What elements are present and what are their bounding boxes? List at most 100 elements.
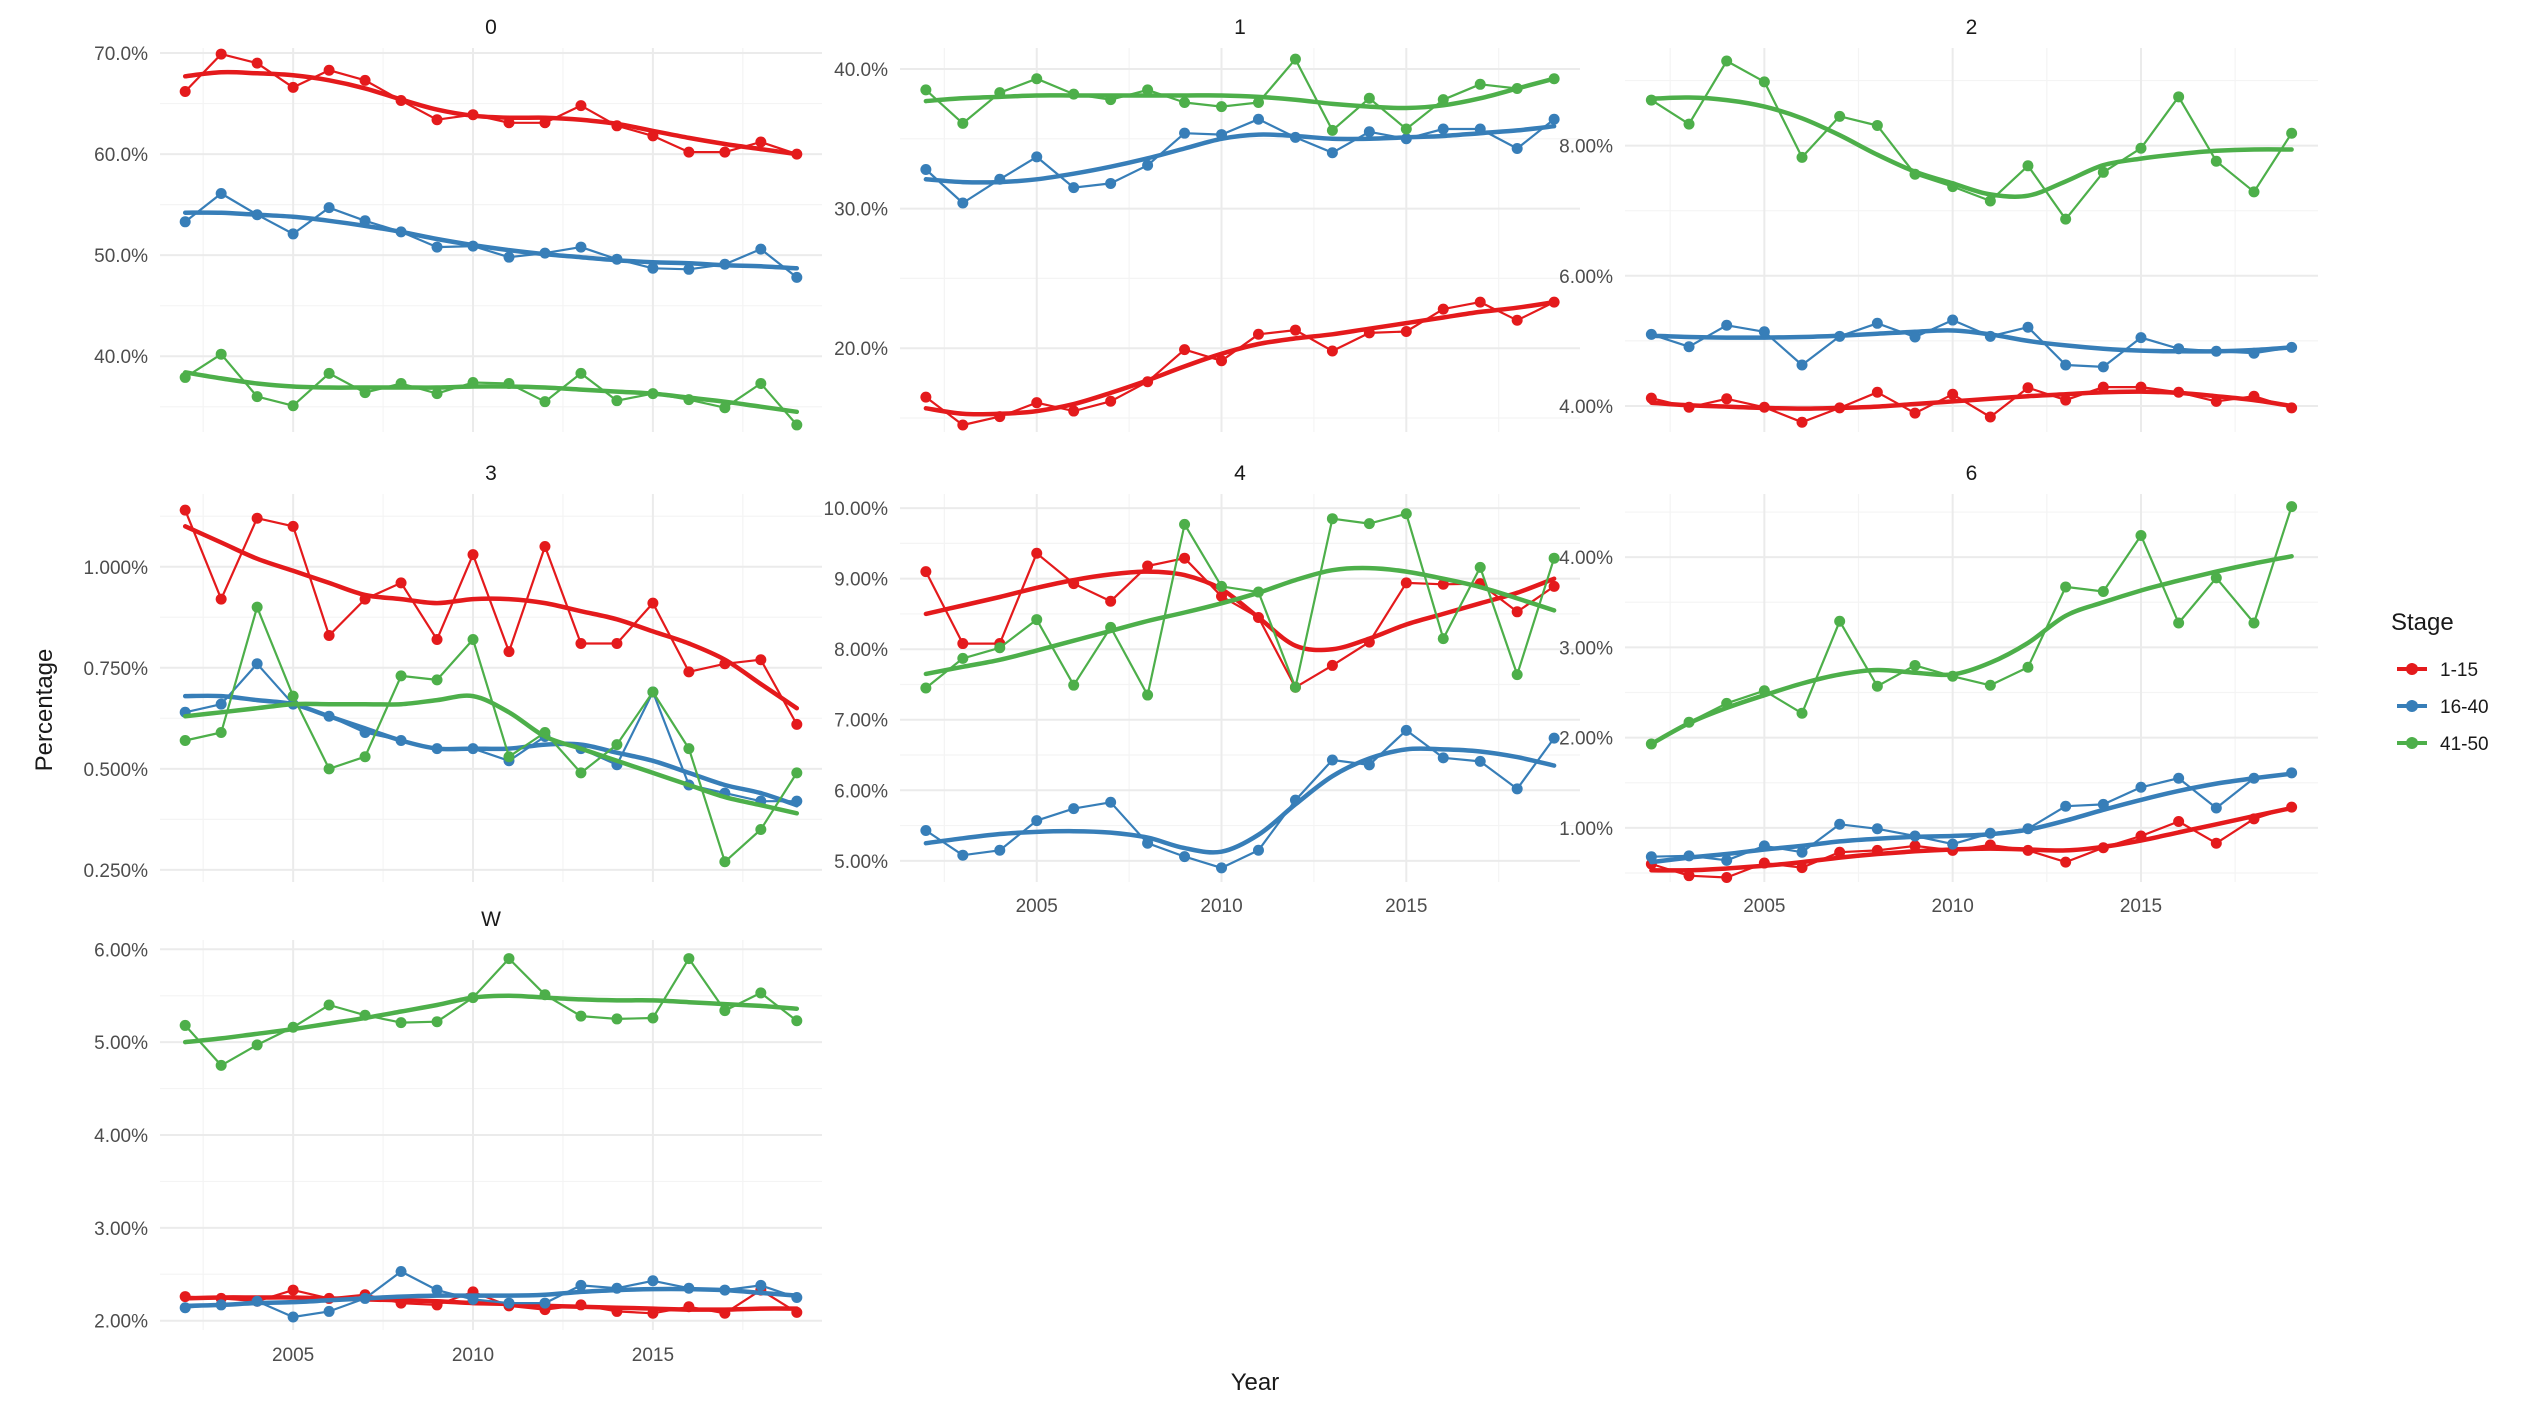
data-point — [2248, 347, 2260, 359]
data-point — [395, 577, 407, 589]
data-point — [2210, 395, 2222, 407]
series-line — [925, 58, 1555, 132]
data-point — [2248, 813, 2260, 825]
data-point — [2060, 800, 2072, 812]
data-point — [1142, 689, 1154, 701]
data-point — [1105, 796, 1117, 808]
data-point — [1252, 328, 1264, 340]
data-point — [1400, 508, 1412, 520]
data-point — [994, 173, 1006, 185]
data-point — [2060, 581, 2072, 593]
series-line — [1651, 319, 2292, 368]
data-point — [395, 95, 407, 107]
x-tick-label: 2015 — [2120, 896, 2162, 917]
data-point — [1645, 851, 1657, 863]
data-point — [755, 243, 767, 255]
data-point — [1142, 84, 1154, 96]
data-point — [1326, 659, 1338, 671]
data-point — [1400, 123, 1412, 135]
data-point — [215, 726, 227, 738]
data-point — [359, 74, 371, 86]
legend-label: 41-50 — [2440, 734, 2489, 755]
data-point — [611, 120, 623, 132]
data-point — [1437, 633, 1449, 645]
data-point — [920, 84, 932, 96]
y-tick-label: 0.750% — [84, 659, 149, 680]
data-point — [467, 634, 479, 645]
data-point — [287, 400, 299, 412]
data-point — [1400, 724, 1412, 736]
y-tick-label: 6.00% — [834, 781, 888, 802]
data-point — [2060, 359, 2072, 371]
legend-key-point — [2406, 700, 2418, 712]
data-point — [611, 739, 623, 751]
data-point — [1031, 73, 1043, 85]
series-16-40 — [179, 1266, 803, 1323]
data-point — [431, 743, 443, 755]
data-point — [647, 130, 659, 142]
data-point — [1947, 314, 1959, 326]
data-point — [2135, 381, 2147, 393]
series-line — [184, 509, 798, 725]
data-point — [1252, 96, 1264, 108]
panel-title: W — [481, 908, 501, 931]
data-point — [1947, 388, 1959, 400]
data-point — [287, 1284, 299, 1296]
data-point — [323, 202, 335, 214]
data-point — [2022, 321, 2034, 333]
data-point — [1645, 94, 1657, 106]
legend-label: 1-15 — [2440, 660, 2478, 681]
data-point — [2286, 341, 2298, 353]
y-tick-label: 8.00% — [834, 640, 888, 661]
trend-line — [923, 123, 1557, 185]
data-point — [1363, 92, 1375, 104]
y-tick-label: 5.00% — [94, 1033, 148, 1054]
data-point — [539, 117, 551, 129]
data-point — [287, 520, 299, 532]
data-point — [1068, 578, 1080, 590]
series-41-50 — [179, 348, 803, 431]
panel-title: 0 — [485, 16, 497, 39]
data-point — [647, 597, 659, 609]
data-point — [395, 1266, 407, 1277]
data-point — [1909, 659, 1921, 671]
data-point — [2210, 802, 2222, 814]
panel-title: 6 — [1966, 462, 1978, 485]
data-point — [1326, 513, 1338, 525]
data-point — [1363, 327, 1375, 339]
panel-W: W 2.00% 3.00% 4.00% 5.00% 6.00% 2005 2010 2015 — [94, 908, 822, 1366]
data-point — [2173, 772, 2185, 784]
data-point — [1721, 55, 1733, 67]
series-1-15 — [179, 48, 803, 160]
data-point — [1548, 580, 1560, 592]
data-point — [1758, 840, 1770, 852]
data-point — [957, 197, 969, 209]
data-point — [683, 263, 695, 275]
data-point — [1031, 547, 1043, 559]
x-tick-label: 2010 — [452, 1345, 494, 1366]
data-point — [503, 117, 515, 129]
data-point — [1068, 88, 1080, 100]
data-point — [1474, 296, 1486, 308]
data-point — [1511, 82, 1523, 94]
data-point — [957, 638, 969, 650]
data-point — [539, 396, 551, 408]
data-point — [1683, 850, 1695, 862]
data-point — [647, 1307, 659, 1319]
data-point — [719, 658, 731, 670]
data-point — [1721, 697, 1733, 709]
data-point — [1548, 73, 1560, 85]
series-1-15 — [920, 547, 1560, 693]
data-point — [2060, 394, 2072, 406]
data-point — [215, 348, 227, 360]
data-point — [1179, 851, 1191, 863]
y-tick-label: 9.00% — [834, 570, 888, 591]
y-tick-label: 5.00% — [834, 852, 888, 873]
data-point — [1834, 818, 1846, 830]
data-point — [215, 593, 227, 605]
legend-item-1-15: 1-15 — [2397, 660, 2478, 681]
data-point — [395, 1017, 407, 1029]
data-point — [467, 743, 479, 755]
data-point — [2286, 801, 2298, 813]
data-point — [467, 109, 479, 121]
